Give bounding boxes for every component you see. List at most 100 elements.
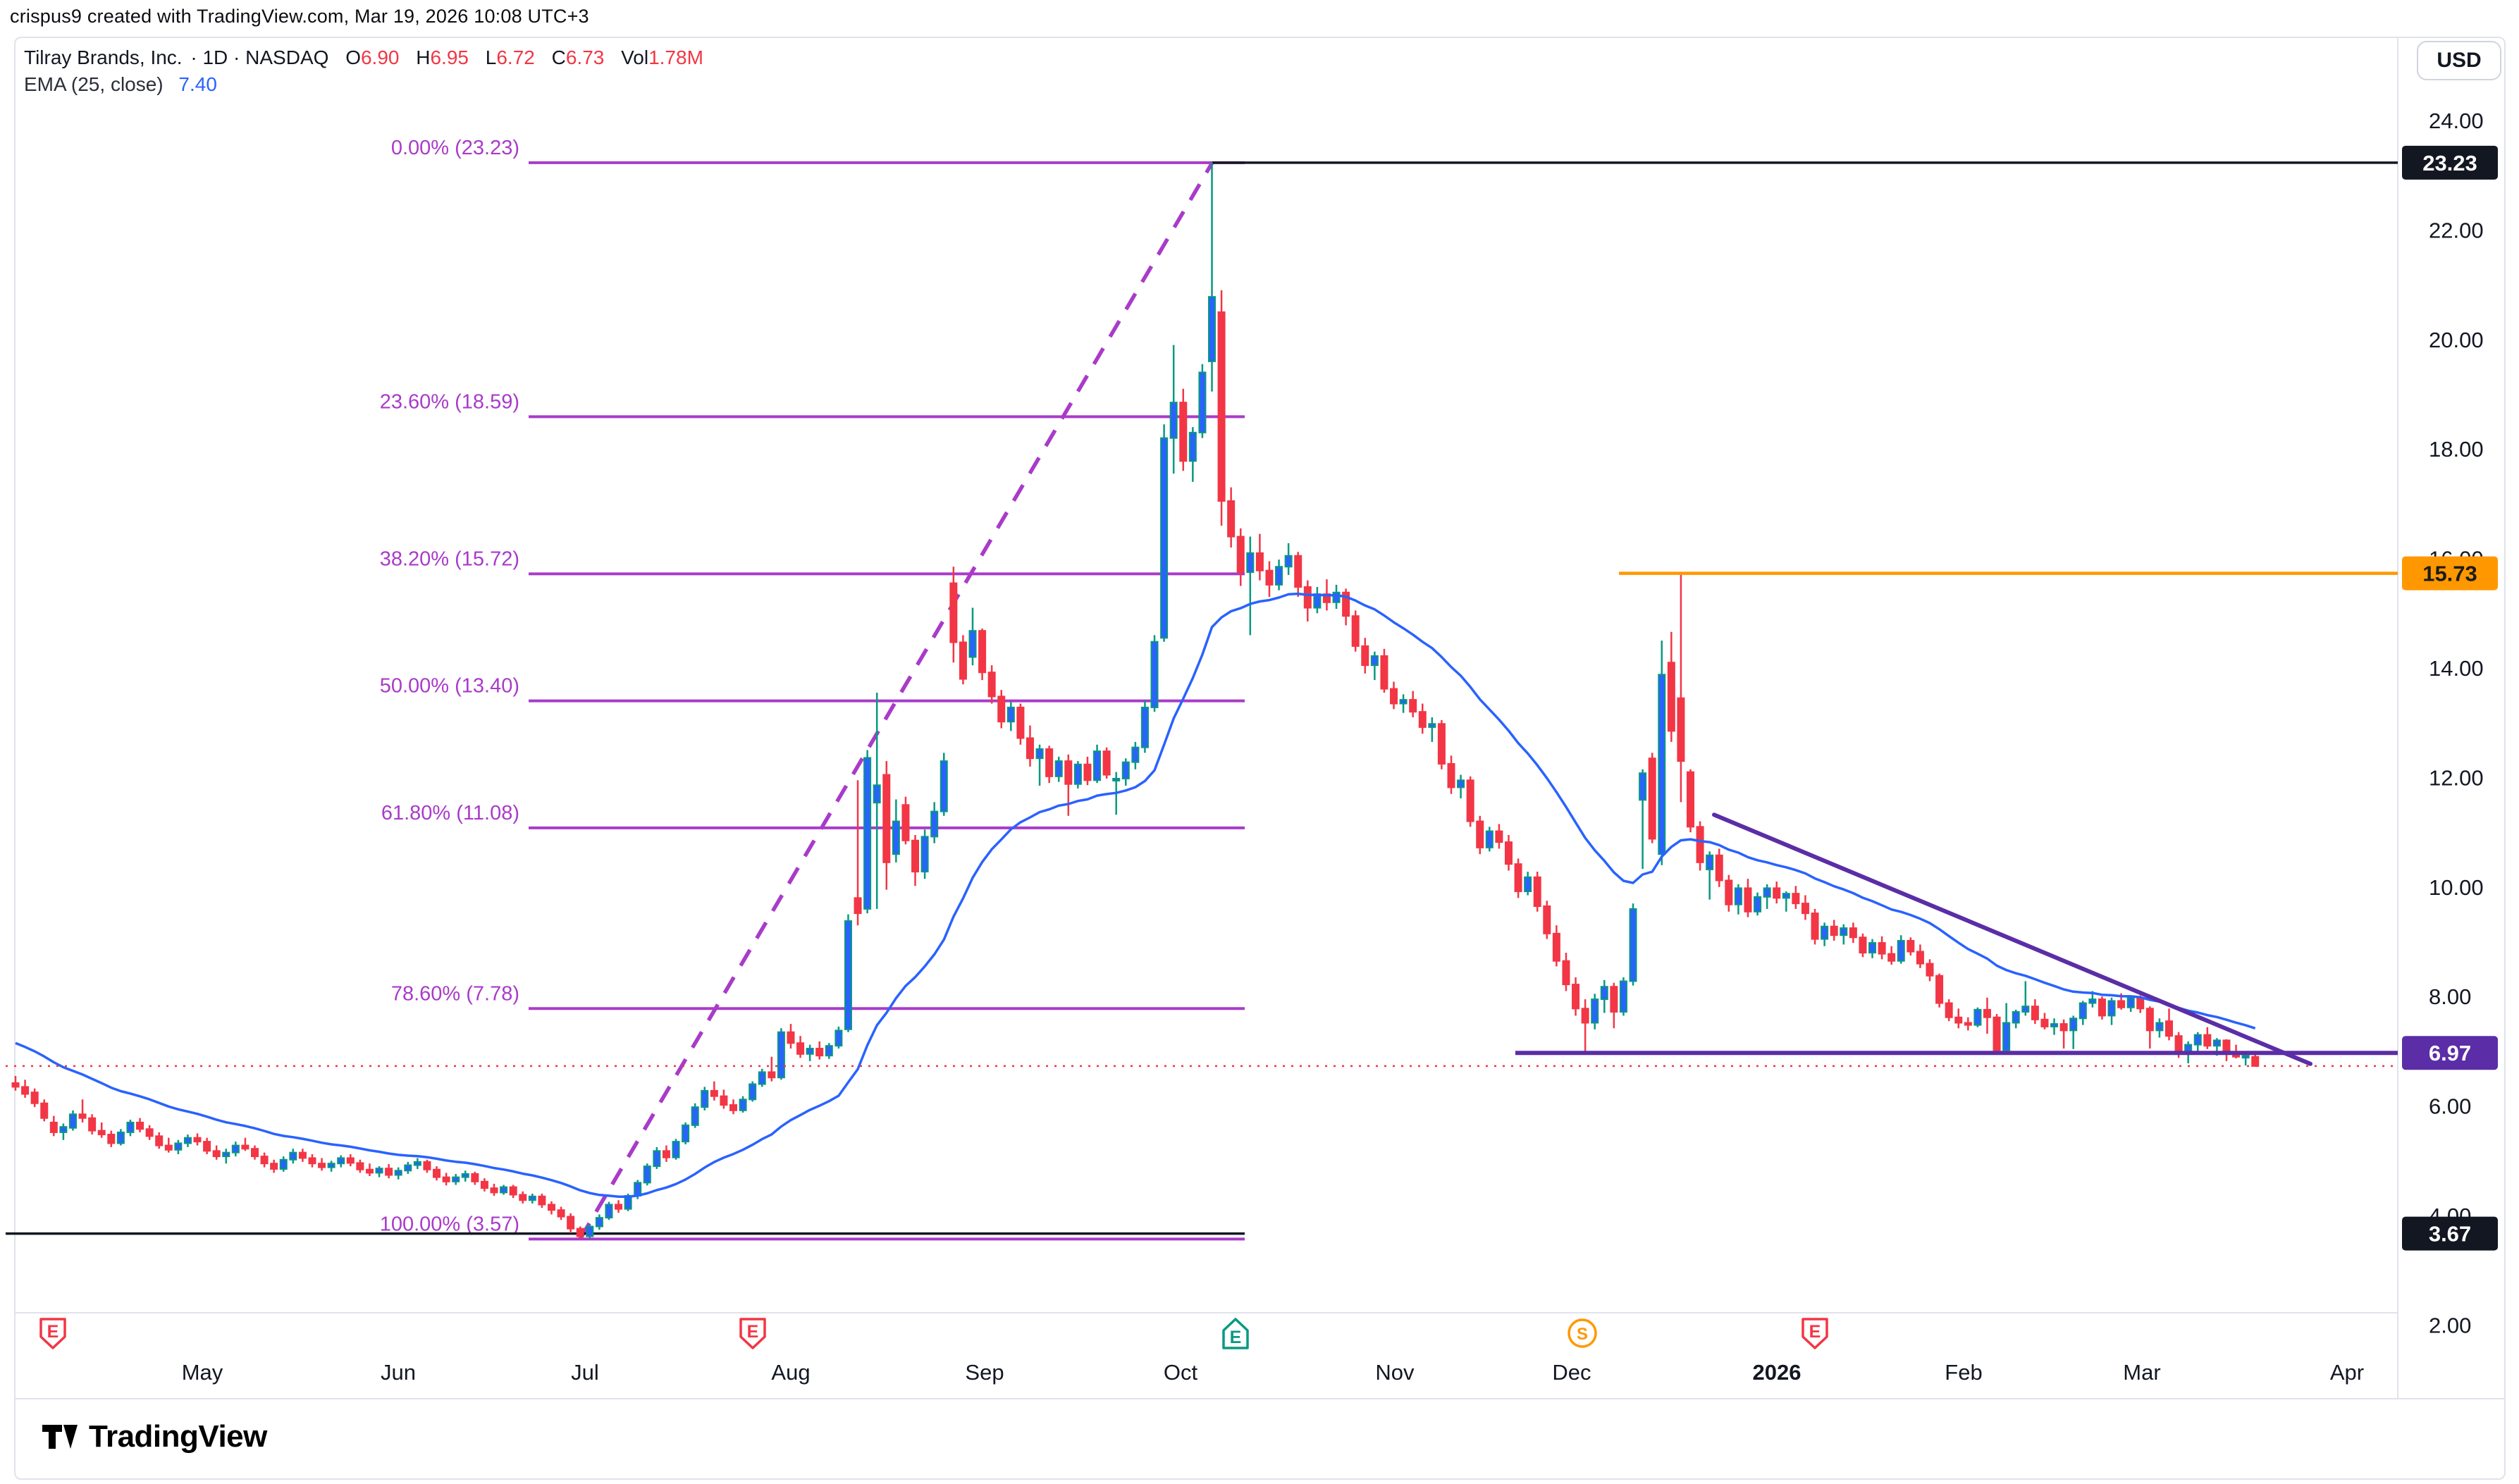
candle-body	[1648, 758, 1656, 840]
candle-body	[691, 1106, 699, 1126]
candle-body	[21, 1086, 30, 1095]
candle-body	[1973, 1008, 1982, 1026]
candle-body	[1188, 431, 1197, 462]
candle-body	[404, 1164, 412, 1172]
candle-body	[40, 1102, 49, 1119]
candle-body	[519, 1194, 527, 1201]
candle-body	[1926, 963, 1934, 977]
candle-body	[1246, 552, 1255, 574]
price-tick-10: 10.00	[2429, 875, 2484, 900]
candle-body	[595, 1217, 603, 1228]
fib-level-label-0: 0.00% (23.23)	[391, 137, 519, 159]
earnings-badge-letter: E	[1809, 1322, 1821, 1342]
close-value: 6.73	[565, 47, 605, 68]
time-axis-label-Apr[interactable]: Apr	[2330, 1360, 2364, 1385]
candle-body	[1208, 296, 1216, 362]
candle-body	[978, 630, 987, 674]
time-axis-label-Aug[interactable]: Aug	[771, 1360, 810, 1385]
candle-body	[1887, 953, 1896, 962]
candle-body	[1399, 699, 1408, 705]
candle-body	[1169, 402, 1178, 439]
fib-level-label-100: 100.00% (3.57)	[380, 1213, 519, 1235]
earnings-badge-icon[interactable]	[39, 1318, 66, 1349]
split-badge-icon[interactable]	[1568, 1318, 1597, 1348]
candle-body	[940, 760, 948, 812]
earnings-badge-icon[interactable]	[739, 1318, 766, 1349]
candle-body	[643, 1165, 651, 1184]
currency-toggle-button[interactable]: USD	[2417, 41, 2501, 80]
candle-body	[1437, 723, 1446, 765]
candle-body	[1236, 536, 1245, 574]
fib-level-label-78.6: 78.60% (7.78)	[391, 982, 519, 1005]
candle-body	[222, 1151, 230, 1158]
candle-body	[1265, 569, 1274, 586]
time-axis-label-Feb[interactable]: Feb	[1945, 1360, 1982, 1385]
candle-body	[1629, 908, 1637, 982]
candle-body	[729, 1104, 737, 1111]
candle-body	[1945, 1002, 1953, 1018]
candle-body	[1351, 615, 1360, 647]
time-axis-label-Dec[interactable]: Dec	[1552, 1360, 1591, 1385]
split-badge-letter: S	[1577, 1325, 1588, 1344]
candle-body	[136, 1121, 144, 1130]
time-axis-label-2026[interactable]: 2026	[1753, 1360, 1802, 1385]
price-tag-box-23.23	[2402, 145, 2498, 180]
candle-body	[2203, 1034, 2212, 1047]
candle-body	[2212, 1039, 2221, 1047]
candle-body	[2088, 998, 2097, 1004]
time-axis-label-Jun[interactable]: Jun	[381, 1360, 416, 1385]
candle-body	[183, 1137, 192, 1144]
candle-body	[2078, 1002, 2087, 1020]
candle-body	[844, 920, 852, 1030]
time-axis-label-Oct[interactable]: Oct	[1164, 1360, 1198, 1385]
price-tag-label-6.97: 6.97	[2429, 1041, 2471, 1065]
chart-card-frame	[14, 37, 2506, 1480]
candle-body	[1198, 371, 1207, 433]
candle-body	[1140, 706, 1149, 748]
candle-body	[1830, 925, 1838, 936]
fib-level-label-38.2: 38.20% (15.72)	[380, 548, 519, 570]
candle-body	[949, 582, 958, 643]
candle-body	[768, 1071, 776, 1079]
time-axis-label-Jul[interactable]: Jul	[571, 1360, 599, 1385]
candle-body	[1754, 896, 1762, 913]
earnings-badge-icon[interactable]	[1802, 1318, 1828, 1349]
earnings-badge-letter: E	[747, 1322, 759, 1342]
tradingview-logo[interactable]: TradingView	[41, 1419, 267, 1454]
candle-body	[59, 1126, 68, 1133]
descending-trendline[interactable]	[1712, 812, 2312, 1066]
tradingview-logo-icon	[42, 1425, 78, 1449]
price-tick-8: 8.00	[2429, 984, 2471, 1009]
time-axis-label-May[interactable]: May	[182, 1360, 223, 1385]
candle-body	[1782, 893, 1790, 899]
candle-body	[1485, 830, 1493, 848]
candle-body	[615, 1204, 623, 1210]
earnings-badge-letter: E	[47, 1322, 59, 1342]
candle-body	[911, 839, 920, 873]
candle-body	[346, 1157, 355, 1164]
candle-body	[1054, 760, 1063, 777]
candle-body	[1687, 771, 1694, 828]
candle-body	[1667, 662, 1675, 732]
candle-body	[873, 784, 881, 804]
candle-body	[1696, 826, 1704, 863]
price-tick-24: 24.00	[2429, 109, 2484, 133]
candle-body	[471, 1173, 479, 1182]
candle-body	[155, 1135, 164, 1146]
candle-body	[1026, 737, 1034, 760]
candle-body	[1801, 903, 1809, 915]
candle-body	[662, 1150, 670, 1158]
candle-body	[1322, 593, 1331, 603]
time-axis-label-Sep[interactable]: Sep	[965, 1360, 1004, 1385]
candle-body	[2012, 1010, 2020, 1024]
open-value: 6.90	[360, 47, 400, 68]
time-axis-label-Mar[interactable]: Mar	[2123, 1360, 2160, 1385]
candle-body	[318, 1163, 326, 1168]
earnings-badge-icon[interactable]	[1222, 1318, 1249, 1349]
candle-body	[1993, 1016, 2001, 1051]
candle-body	[1476, 820, 1484, 848]
dashed-uptrend-line[interactable]	[578, 161, 1214, 1240]
open-label: O	[345, 47, 361, 68]
time-axis-label-Nov[interactable]: Nov	[1375, 1360, 1415, 1385]
